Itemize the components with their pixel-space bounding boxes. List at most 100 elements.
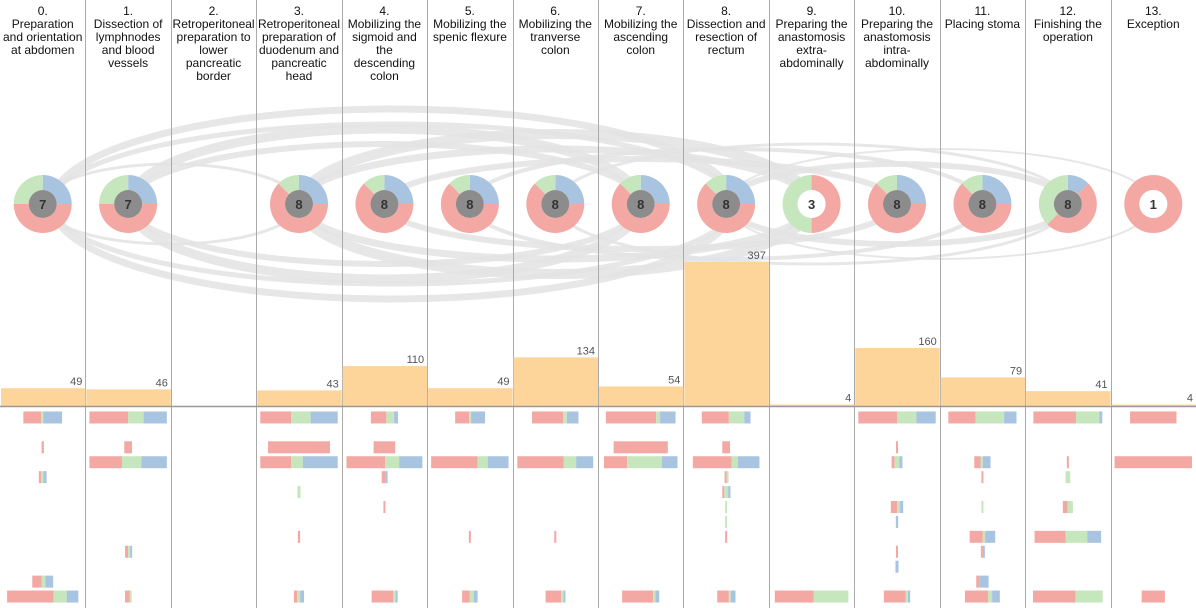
detail-segment-green <box>725 501 728 513</box>
detail-segment-green <box>728 590 731 603</box>
phase-title-line: descending <box>354 56 415 70</box>
phase-number: 8. <box>721 4 731 18</box>
phase-title-line: and blood <box>102 43 155 57</box>
detail-segment-green <box>41 411 44 424</box>
donut-segment-green <box>876 175 897 195</box>
detail-segment-green <box>561 590 564 603</box>
detail-segment-red <box>431 456 478 469</box>
phase-title-line: abdominally <box>865 56 929 70</box>
donut-value: 7 <box>39 197 46 212</box>
donut-segment-red <box>1124 175 1183 233</box>
detail-segment-red <box>517 456 564 469</box>
count-bar <box>257 390 342 406</box>
detail-segment-green <box>1067 501 1073 513</box>
detail-segment-blue <box>1099 411 1103 424</box>
detail-segment-blue <box>43 471 47 484</box>
detail-segment-green <box>897 411 917 424</box>
column-dividers <box>85 0 1112 608</box>
phase-title-line: Dissection and <box>687 17 766 31</box>
phase-title-line: pancreatic <box>186 56 241 70</box>
detail-segment-red <box>268 441 330 454</box>
detail-segment-blue <box>895 560 899 573</box>
donut-segment-red <box>270 183 328 233</box>
detail-segment-blue <box>992 590 1000 603</box>
donut-segment-red <box>811 175 841 233</box>
donut-value: 1 <box>1150 197 1157 212</box>
detail-segment-blue <box>907 590 911 603</box>
count-bar <box>1111 404 1196 406</box>
detail-segment-red <box>260 456 292 469</box>
count-label: 110 <box>407 354 425 366</box>
donut-segment-green <box>782 175 812 233</box>
count-bar <box>769 404 855 406</box>
phase-number: 0. <box>38 4 48 18</box>
detail-segment-blue <box>394 411 398 424</box>
detail-segment-blue <box>576 456 594 469</box>
donut-value: 8 <box>637 197 644 212</box>
donut-segment-green <box>1038 175 1068 225</box>
detail-segment-blue <box>737 456 760 469</box>
phase-title-line: border <box>196 69 231 83</box>
detail-segment-red <box>32 575 42 588</box>
donut-segment-blue <box>897 175 926 204</box>
detail-segment-blue <box>1004 411 1017 424</box>
detail-segment-blue <box>728 486 731 499</box>
detail-segment-blue <box>45 575 54 588</box>
donut-segment-red <box>355 183 414 233</box>
detail-segment-red <box>890 501 897 513</box>
detail-segment-blue <box>1087 530 1102 543</box>
donut-segment-green <box>278 175 299 195</box>
phase-title-line: Finishing the <box>1034 17 1102 31</box>
detail-segment-green <box>813 590 849 603</box>
detail-segment-green <box>297 486 301 499</box>
detail-segment-red <box>896 545 898 558</box>
donut-segment-red <box>13 204 72 233</box>
phase-number: 2. <box>209 4 219 18</box>
detail-segment-red <box>724 471 727 484</box>
phase-number: 13. <box>1145 4 1162 18</box>
detail-segment-green <box>726 471 729 484</box>
detail-segment-blue <box>130 545 133 558</box>
phase-title-line: extra- <box>796 43 827 57</box>
phase-title-line: pancreatic <box>271 56 326 70</box>
detail-segment-red <box>260 411 292 424</box>
detail-segment-green <box>563 456 577 469</box>
count-bar <box>428 388 513 406</box>
detail-segment-green <box>627 456 663 469</box>
count-bar <box>940 377 1026 406</box>
donut-center <box>370 190 399 218</box>
detail-segment-red <box>41 441 44 454</box>
detail-segment-blue <box>744 411 751 424</box>
detail-segment-blue <box>916 411 936 424</box>
phase-title-line: Preparing the <box>861 17 933 31</box>
detail-segment-green <box>469 590 474 603</box>
detail-segment-green <box>291 456 303 469</box>
donut-segment-blue <box>982 175 1012 204</box>
detail-segment-blue <box>43 411 63 424</box>
detail-segment-red <box>974 456 981 469</box>
detail-segment-red <box>1130 411 1177 424</box>
detail-segment-red <box>7 590 54 603</box>
count-label: 49 <box>70 376 82 388</box>
detail-segment-red <box>605 411 657 424</box>
detail-segment-green <box>128 545 131 558</box>
phase-title-line: Preparing the <box>776 17 848 31</box>
detail-segment-red <box>622 590 654 603</box>
phase-number: 1. <box>123 4 133 18</box>
count-label: 79 <box>1010 365 1022 377</box>
detail-segment-blue <box>395 590 398 603</box>
detail-segment-green <box>1065 471 1071 484</box>
detail-segment-blue <box>655 590 660 603</box>
detail-segment-red <box>124 441 133 454</box>
detail-segment-red <box>370 411 387 424</box>
detail-segment-green <box>291 411 311 424</box>
detail-segment-blue <box>66 590 79 603</box>
donut-segment-red <box>697 183 756 233</box>
phase-title-line: the <box>376 43 393 57</box>
phase-number: 11. <box>975 4 991 18</box>
detail-segment-green <box>1065 530 1088 543</box>
count-label: 134 <box>577 345 595 357</box>
phase-title-line: abdominally <box>780 56 844 70</box>
phase-title-line: anastomosis <box>863 30 930 44</box>
donut-segment-green <box>13 175 43 204</box>
